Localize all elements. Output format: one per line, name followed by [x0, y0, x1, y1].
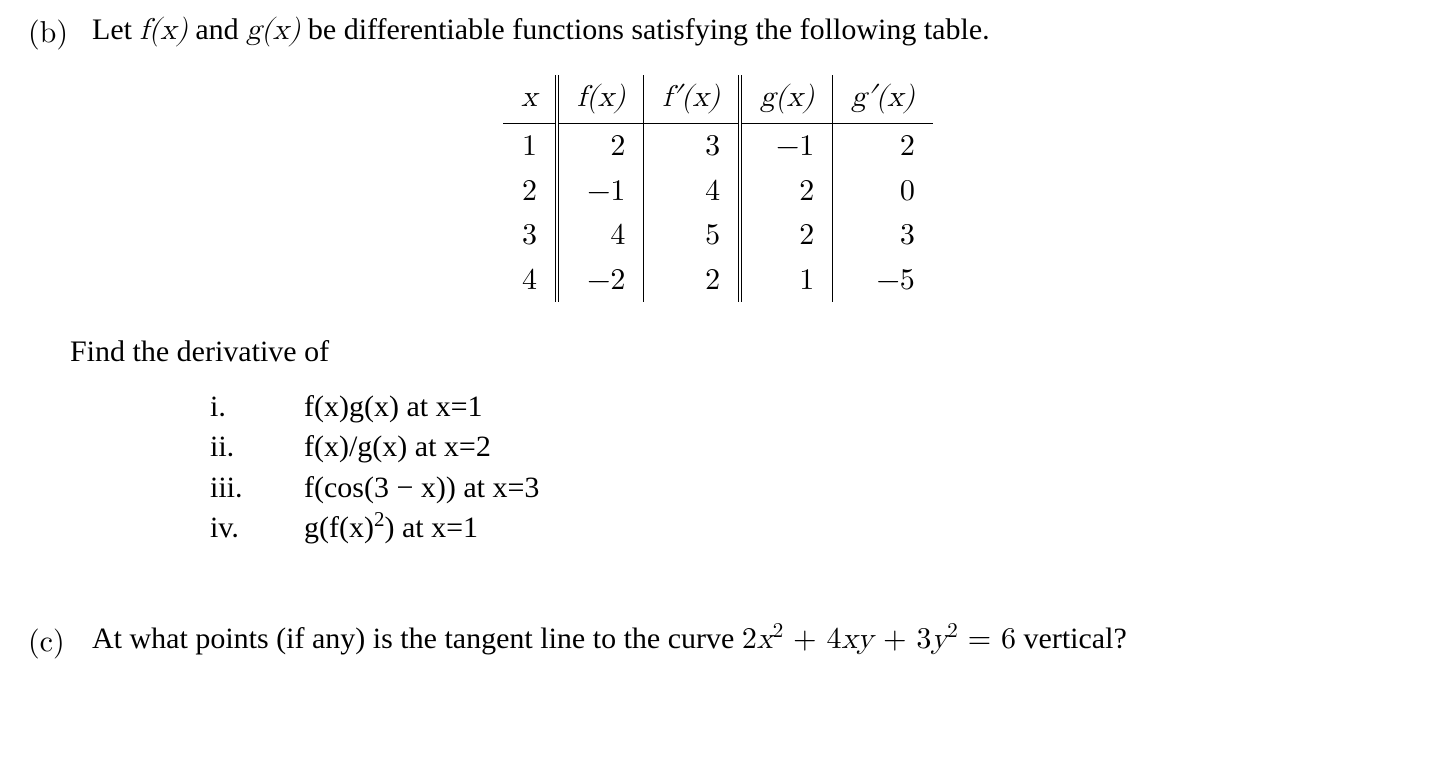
cell-gx: 2	[740, 213, 833, 258]
list-item-body: f(cos(3 − x)) at x=3	[304, 468, 539, 509]
part-b-text: Let f(x) and g(x) be differentiable func…	[92, 10, 990, 51]
f-of-x: f(x)	[139, 15, 187, 45]
list-item-number: i.	[210, 387, 264, 428]
list-item-body: g(f(x)2) at x=1	[304, 508, 478, 549]
cell-gpx: 2	[833, 124, 933, 169]
part-c-suffix: vertical?	[1016, 622, 1127, 655]
cell-x: 4	[503, 258, 557, 303]
list-item: i. f(x)g(x) at x=1	[210, 387, 1408, 428]
derivative-list: i.f(x)g(x) at x=1ii.f(x)/g(x) at x=2iii.…	[210, 387, 1408, 549]
th-gx: g(x)	[740, 75, 833, 124]
cell-gpx: 0	[833, 169, 933, 214]
th-fpx: f′(x)	[644, 75, 740, 124]
cell-gx: 2	[740, 169, 833, 214]
list-item-number: iv.	[210, 508, 264, 549]
cell-x: 1	[503, 124, 557, 169]
list-item-body: f(x)/g(x) at x=2	[304, 427, 491, 468]
table-row: 123−12	[503, 124, 933, 169]
list-item: iii. f(cos(3 − x)) at x=3	[210, 468, 1408, 509]
cell-fpx: 4	[644, 169, 740, 214]
table-head: x f(x) f′(x) g(x) g′(x)	[503, 75, 933, 124]
part-b-line: (b) Let f(x) and g(x) be differentiable …	[28, 10, 1408, 51]
part-c-prefix: At what points (if any) is the tangent l…	[92, 622, 742, 655]
table-row: 4−221−5	[503, 258, 933, 303]
th-fx: f(x)	[557, 75, 644, 124]
cell-fpx: 2	[644, 258, 740, 303]
cell-gx: 1	[740, 258, 833, 303]
list-item-number: iii.	[210, 468, 264, 509]
cell-fx: 4	[557, 213, 644, 258]
part-c-line: (c) At what points (if any) is the tange…	[28, 619, 1408, 660]
cell-fpx: 3	[644, 124, 740, 169]
cell-gpx: −5	[833, 258, 933, 303]
part-b-and: and	[188, 13, 246, 46]
table-header-row: x f(x) f′(x) g(x) g′(x)	[503, 75, 933, 124]
cell-fx: −2	[557, 258, 644, 303]
part-c-equation: 2x2 + 4xy + 3y2 = 6	[742, 624, 1016, 654]
part-c-label: (c)	[28, 619, 78, 660]
cell-gx: −1	[740, 124, 833, 169]
cell-fx: −1	[557, 169, 644, 214]
find-derivative-heading: Find the derivative of	[70, 332, 1408, 373]
th-gpx: g′(x)	[833, 75, 933, 124]
cell-x: 3	[503, 213, 557, 258]
cell-fx: 2	[557, 124, 644, 169]
cell-gpx: 3	[833, 213, 933, 258]
function-table: x f(x) f′(x) g(x) g′(x) 123−122−14203452…	[503, 75, 933, 303]
cell-fpx: 5	[644, 213, 740, 258]
list-item-number: ii.	[210, 427, 264, 468]
part-b-intro-suffix: be differentiable functions satisfying t…	[300, 13, 989, 46]
page: (b) Let f(x) and g(x) be differentiable …	[0, 0, 1436, 781]
part-c-text: At what points (if any) is the tangent l…	[92, 619, 1127, 660]
th-x: x	[503, 75, 557, 124]
find-derivative-block: Find the derivative of i. f(x)g(x) at x=1…	[70, 332, 1408, 549]
table-row: 34523	[503, 213, 933, 258]
part-b-label: (b)	[28, 10, 78, 51]
list-item: iv. g(f(x)2) at x=1	[210, 508, 1408, 549]
table-row: 2−1420	[503, 169, 933, 214]
cell-x: 2	[503, 169, 557, 214]
table-body: 123−122−1420345234−221−5	[503, 124, 933, 303]
function-table-wrap: x f(x) f′(x) g(x) g′(x) 123−122−14203452…	[28, 75, 1408, 303]
list-item-body: f(x)g(x) at x=1	[304, 387, 483, 428]
g-of-x: g(x)	[246, 15, 300, 45]
part-b-intro-prefix: Let	[92, 13, 139, 46]
list-item: ii. f(x)/g(x) at x=2	[210, 427, 1408, 468]
